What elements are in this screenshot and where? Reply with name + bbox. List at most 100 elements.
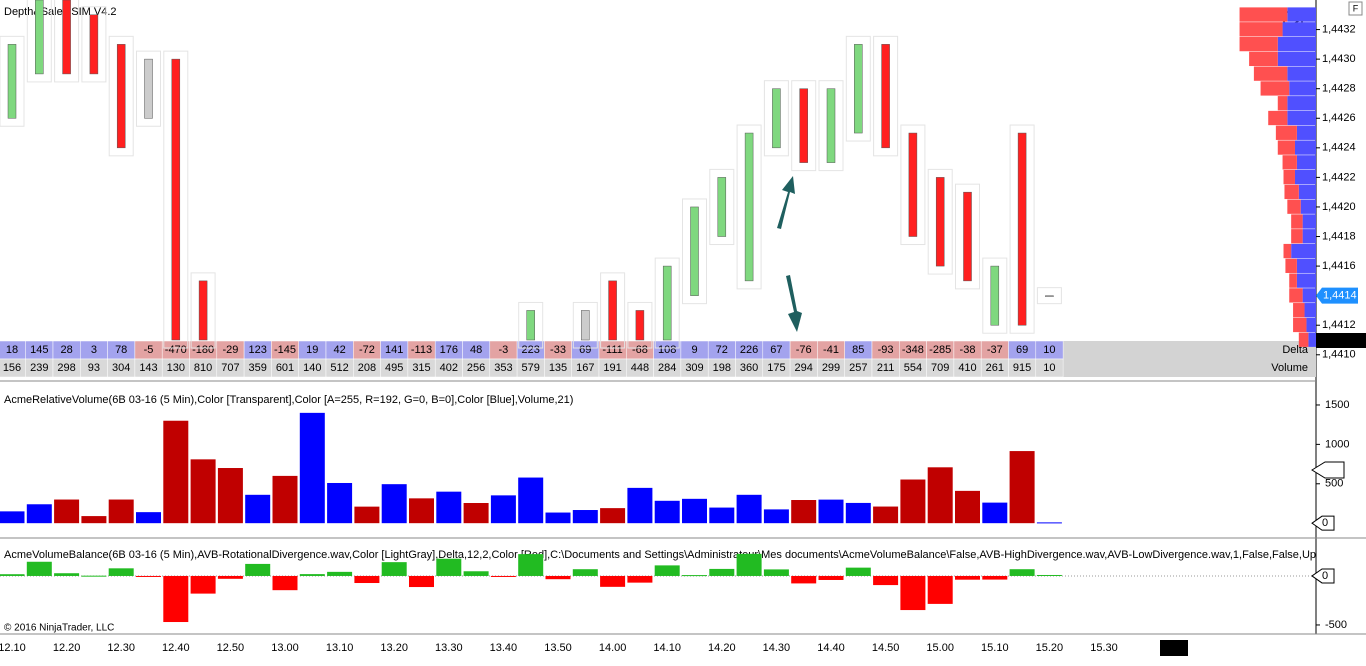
profile-bid — [1289, 288, 1303, 303]
bar — [463, 503, 489, 524]
profile-bid — [1287, 199, 1301, 214]
footprint-box — [54, 0, 80, 83]
volume-value: 167 — [576, 362, 594, 374]
y-tick-label: 1,4412 — [1322, 319, 1356, 331]
range-bar — [881, 44, 890, 149]
bar — [682, 498, 707, 524]
delta-value: 69 — [579, 344, 591, 356]
volume-value: 10 — [1043, 362, 1055, 374]
profile-ask — [1296, 155, 1316, 170]
profile-ask — [1306, 317, 1316, 333]
delta-value: -348 — [902, 344, 924, 356]
x-tick-label: 15.00 — [926, 642, 954, 654]
bar — [682, 575, 707, 577]
volume-value: 448 — [631, 362, 649, 374]
delta-value: -38 — [960, 344, 976, 356]
bar — [163, 420, 189, 524]
bar — [190, 575, 216, 594]
bar — [217, 468, 243, 524]
volume-value: 554 — [904, 362, 922, 374]
profile-bid — [1283, 243, 1292, 259]
footprint-box — [900, 124, 926, 246]
bar — [0, 511, 25, 524]
delta-value: -145 — [274, 344, 296, 356]
profile-ask — [1296, 125, 1316, 140]
profile-ask — [1277, 51, 1316, 67]
bar — [354, 506, 380, 524]
bar — [490, 575, 516, 577]
bar — [217, 575, 243, 579]
range-bar — [826, 88, 836, 163]
button[interactable] — [1348, 1, 1363, 16]
profile-bid — [1289, 273, 1297, 288]
delta-value: 67 — [770, 344, 782, 356]
bar — [54, 499, 80, 524]
row-label: Volume — [1271, 362, 1308, 374]
bar — [818, 575, 844, 580]
bar — [354, 575, 380, 584]
range-bar — [35, 0, 44, 75]
profile-bid — [1283, 170, 1295, 185]
x-tick-label: 14.20 — [708, 642, 736, 654]
profile-bid — [1249, 51, 1278, 67]
volume-value: 156 — [3, 362, 21, 374]
volume-value: 135 — [549, 362, 567, 374]
bar — [409, 498, 434, 524]
x-tick-label: 14.00 — [599, 642, 627, 654]
x-tick-label: 13.20 — [380, 642, 408, 654]
volume-value: 261 — [986, 362, 1004, 374]
delta-value: 48 — [470, 344, 482, 356]
bar — [272, 575, 298, 591]
x-tick-label: 13.30 — [435, 642, 463, 654]
bar — [54, 573, 80, 576]
profile-bid — [1293, 317, 1307, 333]
bar — [190, 459, 216, 524]
y-tick-label: 1,4426 — [1322, 112, 1356, 124]
delta-value: -33 — [550, 344, 566, 356]
delta-value: 18 — [6, 344, 18, 356]
x-tick-label: 14.40 — [817, 642, 845, 654]
footprint-box — [736, 124, 762, 290]
y-tick-label: 1,4416 — [1322, 260, 1356, 272]
y-tick-label: -500 — [1325, 619, 1347, 631]
range-bar — [1017, 132, 1027, 326]
volume-value: 915 — [1013, 362, 1031, 374]
footprint-box — [955, 183, 980, 290]
delta-value: 85 — [852, 344, 864, 356]
button-label[interactable]: F — [1353, 3, 1359, 13]
bar — [873, 506, 899, 524]
y-tick-label: 1000 — [1325, 438, 1349, 450]
volume-value: 309 — [685, 362, 703, 374]
footprint-box — [627, 301, 653, 349]
bar — [245, 563, 271, 576]
bar — [136, 575, 161, 577]
profile-bid — [1239, 36, 1278, 52]
axis-block — [1316, 333, 1366, 348]
footprint-box — [982, 257, 1008, 334]
bar — [736, 553, 762, 576]
volume-value: 211 — [877, 362, 895, 374]
volume-value: 143 — [139, 362, 157, 374]
volume-value: 810 — [194, 362, 212, 374]
y-tick-tag — [1311, 568, 1335, 584]
bar — [709, 507, 735, 524]
bar — [654, 500, 680, 524]
volume-value: 298 — [57, 362, 75, 374]
bar — [409, 575, 434, 588]
bar — [927, 467, 953, 524]
bar — [108, 568, 134, 576]
range-bar — [526, 310, 535, 341]
profile-ask — [1308, 332, 1316, 347]
footprint-box — [163, 50, 189, 349]
delta-value: -68 — [632, 344, 648, 356]
volume-value: 256 — [467, 362, 485, 374]
delta-value: 141 — [385, 344, 403, 356]
bar — [272, 475, 298, 524]
bar — [627, 575, 653, 583]
bar — [600, 575, 626, 587]
bar — [81, 575, 107, 577]
range-bar — [690, 206, 699, 296]
footprint-box — [108, 35, 134, 157]
footprint-box — [81, 6, 107, 83]
